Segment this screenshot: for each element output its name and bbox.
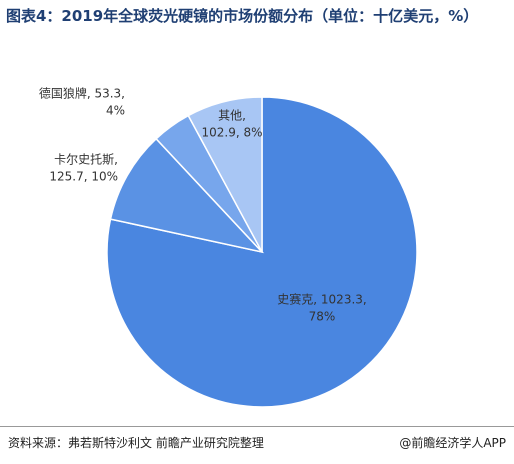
divider [0, 426, 514, 427]
credit: @前瞻经济学人APP [399, 436, 506, 450]
data-label: 4% [106, 104, 125, 118]
source: 资料来源：弗若斯特沙利文 前瞻产业研究院整理 [8, 436, 264, 450]
data-label: 125.7, 10% [49, 170, 118, 184]
data-label: 102.9, 8% [201, 126, 262, 140]
chart-title: 图表4：2019年全球荧光硬镜的市场份额分布（单位：十亿美元，%） [6, 7, 479, 25]
pie-slice [106, 96, 418, 408]
data-label: 卡尔史托斯, [54, 152, 118, 167]
data-label: 德国狼牌, 53.3, [39, 86, 125, 101]
data-label: 史赛克, 1023.3, [277, 292, 366, 307]
data-label: 78% [309, 310, 336, 324]
pie-slice [109, 137, 265, 254]
pie-slice [187, 96, 263, 253]
data-label: 其他, [218, 109, 246, 123]
